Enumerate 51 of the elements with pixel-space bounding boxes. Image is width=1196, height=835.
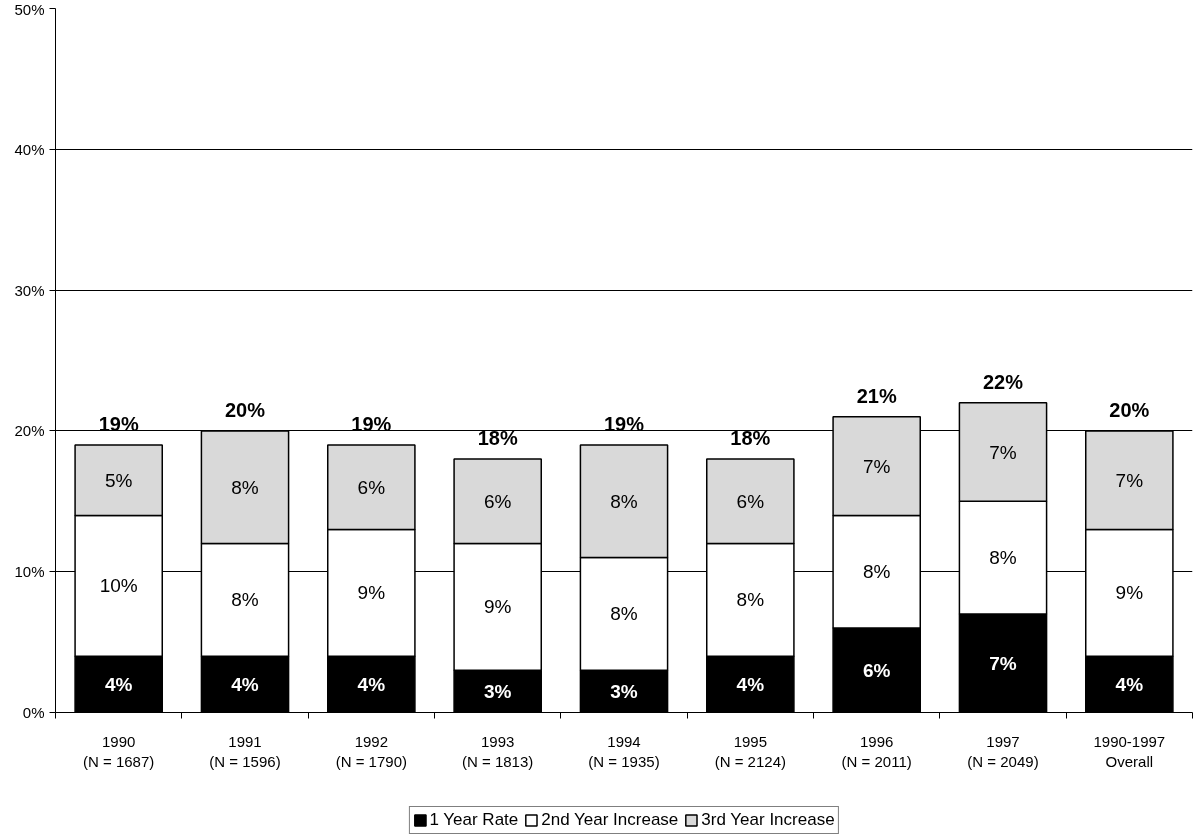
y-tick-label: 30% xyxy=(14,281,45,299)
total-label: 20% xyxy=(224,398,266,421)
x-tick-label: 1990-1997 Overall xyxy=(1093,732,1166,770)
total-label: 18% xyxy=(730,427,771,450)
data-label: 9% xyxy=(1115,582,1144,604)
data-label: 3% xyxy=(610,680,638,702)
x-tick-label: 1995 (N = 2124) xyxy=(714,732,786,770)
data-label: 7% xyxy=(862,455,891,477)
total-label: 21% xyxy=(856,384,897,407)
data-label: 8% xyxy=(610,603,638,625)
data-label: 3% xyxy=(483,680,512,702)
data-label: 4% xyxy=(357,673,386,695)
data-label: 8% xyxy=(862,561,891,583)
y-tick-label: 10% xyxy=(14,563,45,581)
data-label: 6% xyxy=(862,659,891,681)
y-tick-label: 0% xyxy=(22,704,45,721)
data-label: 4% xyxy=(1115,673,1144,695)
data-label: 6% xyxy=(483,490,512,512)
data-label: 8% xyxy=(989,547,1017,569)
data-label: 8% xyxy=(231,589,259,611)
y-tick-label: 50% xyxy=(14,0,45,18)
data-label: 4% xyxy=(736,673,765,695)
data-label: 8% xyxy=(610,490,638,512)
data-label: 9% xyxy=(483,596,512,618)
legend-label: 1 Year Rate xyxy=(429,810,519,830)
data-label: 4% xyxy=(104,673,133,695)
x-tick-label: 1993 (N = 1813) xyxy=(462,732,534,770)
data-label: 5% xyxy=(104,469,133,491)
data-label: 6% xyxy=(357,476,386,498)
data-label: 7% xyxy=(1115,469,1144,491)
y-tick-label: 40% xyxy=(14,140,45,158)
data-label: 8% xyxy=(736,589,765,611)
x-tick-label: 1991 (N = 1596) xyxy=(209,732,281,770)
total-label: 22% xyxy=(982,370,1024,393)
legend-label: 3rd Year Increase xyxy=(701,810,835,830)
data-label: 10% xyxy=(99,575,138,597)
x-tick-label: 1994 (N = 1935) xyxy=(588,732,660,770)
data-label: 7% xyxy=(989,652,1017,674)
x-tick-label: 1997 (N = 2049) xyxy=(967,732,1039,770)
data-label: 8% xyxy=(231,476,259,498)
y-tick-label: 20% xyxy=(14,422,45,440)
x-tick-label: 1990 (N = 1687) xyxy=(83,732,155,770)
data-label: 9% xyxy=(357,582,386,604)
total-label: 18% xyxy=(477,427,518,450)
legend-label: 2nd Year Increase xyxy=(541,810,679,830)
x-tick-label: 1992 (N = 1790) xyxy=(335,732,407,770)
data-label: 6% xyxy=(736,490,765,512)
x-tick-label: 1996 (N = 2011) xyxy=(841,732,912,770)
data-label: 4% xyxy=(231,673,259,695)
data-label: 7% xyxy=(989,441,1017,463)
total-label: 20% xyxy=(1109,398,1150,421)
